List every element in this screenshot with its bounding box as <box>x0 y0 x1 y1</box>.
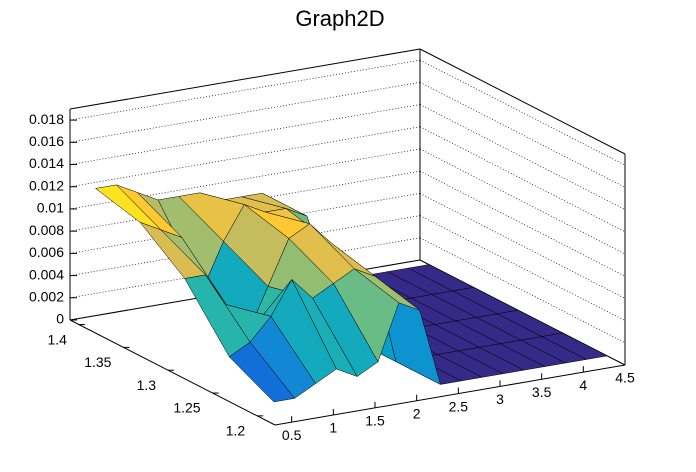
grid-line <box>69 148 421 210</box>
grid-line <box>419 59 626 166</box>
z-tick-label: 0.016 <box>29 133 64 149</box>
grid-line <box>419 126 626 233</box>
x-tick-label: 2 <box>413 405 421 421</box>
grid-line <box>69 81 421 143</box>
y-tick-label: 1.4 <box>47 331 67 347</box>
z-tick-label: 0 <box>56 311 64 327</box>
y-axis <box>69 319 276 426</box>
z-tick-label: 0.006 <box>29 244 64 260</box>
chart-title: Graph2D <box>295 6 384 31</box>
z-tick-label: 0.012 <box>29 177 64 193</box>
grid-line <box>69 104 421 165</box>
surface-cell <box>228 341 296 403</box>
box-edge <box>419 48 626 155</box>
y-tick-label: 1.35 <box>84 354 111 370</box>
z-tick-label: 0.008 <box>29 222 64 238</box>
z-tick-label: 0.002 <box>29 288 64 304</box>
grid-line <box>419 170 626 277</box>
x-tick-label: 1.5 <box>365 413 385 429</box>
y-tick-label: 1.3 <box>137 377 157 393</box>
z-tick-label: 0.01 <box>37 200 64 216</box>
z-tick-label: 0.004 <box>29 266 64 282</box>
x-tick-label: 3.5 <box>532 384 552 400</box>
grid-line <box>419 82 626 188</box>
grid-line <box>69 126 421 188</box>
z-tick-label: 0.018 <box>29 111 64 127</box>
z-tick-label: 0.014 <box>29 155 64 171</box>
grid-line <box>69 59 421 121</box>
x-tick-label: 1 <box>329 420 337 436</box>
x-tick-label: 4.5 <box>615 370 635 386</box>
x-tick-label: 2.5 <box>449 398 469 414</box>
x-tick-label: 4 <box>579 377 587 393</box>
x-tick-label: 0.5 <box>282 427 302 443</box>
y-tick-label: 1.25 <box>173 400 200 416</box>
grid-line <box>419 104 626 210</box>
y-tick-label: 1.2 <box>226 423 246 439</box>
grid-line <box>419 148 626 255</box>
x-tick-label: 3 <box>496 391 504 407</box>
box-edge <box>69 48 421 110</box>
